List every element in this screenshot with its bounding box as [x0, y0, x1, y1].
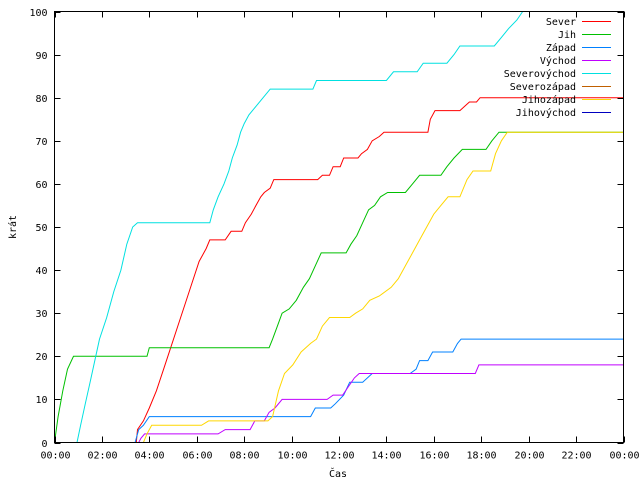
x-tick-label: 12:00: [324, 451, 354, 462]
x-tick-label: 00:00: [609, 451, 639, 462]
x-tick-label: 10:00: [277, 451, 307, 462]
y-tick-label: 50: [35, 223, 47, 234]
series-line-5: [76, 11, 524, 443]
legend-label: Východ: [540, 55, 576, 67]
x-tick-label: 00:00: [40, 451, 70, 462]
x-tick-label: 20:00: [514, 451, 544, 462]
y-tick-label: 10: [35, 395, 47, 406]
x-tick-label: 06:00: [182, 451, 212, 462]
tick-layer: 00:00 02:00 04:00 06:00 08:00 10:00 12:00 14:00…: [29, 8, 639, 462]
x-tick-label: 18:00: [466, 451, 496, 462]
series-line-3: [134, 338, 624, 443]
series-line-2: [54, 131, 624, 443]
y-axis-label: krát: [7, 215, 19, 239]
y-tick-label: 90: [35, 51, 47, 62]
x-tick-label: 14:00: [371, 451, 401, 462]
y-tick-label: 40: [35, 266, 47, 277]
y-tick-label: 20: [35, 352, 47, 363]
plot-frame: [54, 11, 624, 443]
y-tick-label: 100: [29, 8, 47, 19]
x-tick-label: 08:00: [229, 451, 259, 462]
x-tick-label: 22:00: [561, 451, 591, 462]
series-line-7: [142, 131, 624, 443]
y-tick-label: 70: [35, 137, 47, 148]
x-tick-label: 16:00: [419, 451, 449, 462]
legend: Sever JihZápadVýchodSeverovýchodSeverozáp…: [504, 17, 611, 119]
legend-label: Jih: [558, 30, 576, 41]
legend-label: Jihozápad: [522, 94, 576, 106]
legend-label: Sever: [546, 17, 576, 28]
legend-label: Jihovýchod: [516, 107, 576, 119]
series-layer: [54, 11, 624, 443]
y-tick-label: 60: [35, 180, 47, 191]
series-line-4: [138, 364, 624, 443]
y-tick-label: 0: [41, 439, 47, 450]
legend-label: Severozápad: [510, 81, 576, 93]
x-axis-label: Čas: [329, 467, 347, 480]
x-tick-label: 02:00: [87, 451, 117, 462]
series-line-1: [135, 97, 624, 443]
y-tick-label: 30: [35, 309, 47, 320]
legend-label: Západ: [546, 42, 576, 54]
x-tick-label: 04:00: [134, 451, 164, 462]
y-tick-label: 80: [35, 94, 47, 105]
legend-label: Severovýchod: [504, 68, 576, 80]
